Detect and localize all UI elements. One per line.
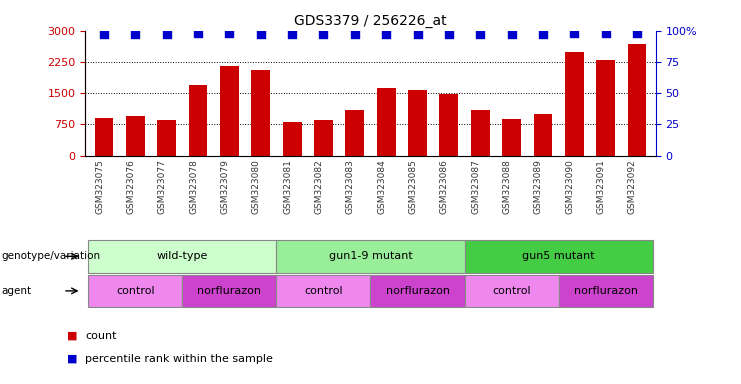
Bar bbox=[628, 44, 646, 156]
Point bbox=[568, 30, 580, 36]
Bar bbox=[251, 70, 270, 156]
Text: GSM323077: GSM323077 bbox=[158, 159, 167, 214]
Text: GSM323086: GSM323086 bbox=[440, 159, 449, 214]
Text: GSM323085: GSM323085 bbox=[408, 159, 417, 214]
Text: ■: ■ bbox=[67, 354, 77, 364]
Point bbox=[443, 31, 455, 38]
Text: GSM323089: GSM323089 bbox=[534, 159, 543, 214]
Text: count: count bbox=[85, 331, 117, 341]
Text: norflurazon: norflurazon bbox=[197, 286, 262, 296]
Bar bbox=[408, 90, 427, 156]
Text: gun1-9 mutant: gun1-9 mutant bbox=[328, 251, 413, 262]
Text: norflurazon: norflurazon bbox=[574, 286, 637, 296]
Text: percentile rank within the sample: percentile rank within the sample bbox=[85, 354, 273, 364]
Point bbox=[318, 31, 330, 38]
Text: control: control bbox=[492, 286, 531, 296]
Text: GSM323083: GSM323083 bbox=[346, 159, 355, 214]
Point bbox=[505, 31, 517, 38]
Point bbox=[349, 31, 361, 38]
Text: GSM323079: GSM323079 bbox=[220, 159, 230, 214]
Point bbox=[192, 30, 204, 36]
Bar bbox=[345, 110, 365, 156]
Bar bbox=[126, 116, 144, 156]
Text: genotype/variation: genotype/variation bbox=[1, 251, 101, 262]
Point bbox=[474, 31, 486, 38]
Bar bbox=[376, 88, 396, 156]
Text: GSM323084: GSM323084 bbox=[377, 159, 386, 214]
Point bbox=[130, 31, 142, 38]
Bar bbox=[439, 94, 458, 156]
Point bbox=[255, 31, 267, 38]
Point bbox=[411, 31, 423, 38]
Text: ■: ■ bbox=[67, 331, 77, 341]
Point bbox=[599, 30, 611, 36]
Text: GSM323091: GSM323091 bbox=[597, 159, 605, 214]
Text: GSM323087: GSM323087 bbox=[471, 159, 480, 214]
Text: GSM323081: GSM323081 bbox=[283, 159, 292, 214]
Bar bbox=[534, 114, 552, 156]
Text: GSM323092: GSM323092 bbox=[628, 159, 637, 214]
Text: GSM323080: GSM323080 bbox=[252, 159, 261, 214]
Text: wild-type: wild-type bbox=[156, 251, 208, 262]
Bar bbox=[95, 118, 113, 156]
Point bbox=[286, 31, 298, 38]
Bar bbox=[597, 60, 615, 156]
Point bbox=[224, 30, 236, 36]
Bar bbox=[565, 51, 584, 156]
Text: control: control bbox=[304, 286, 343, 296]
Text: GSM323090: GSM323090 bbox=[565, 159, 574, 214]
Text: GSM323075: GSM323075 bbox=[95, 159, 104, 214]
Title: GDS3379 / 256226_at: GDS3379 / 256226_at bbox=[294, 14, 447, 28]
Text: GSM323076: GSM323076 bbox=[127, 159, 136, 214]
Text: GSM323078: GSM323078 bbox=[189, 159, 198, 214]
Bar bbox=[471, 110, 490, 156]
Point bbox=[161, 31, 173, 38]
Text: agent: agent bbox=[1, 286, 32, 296]
Text: gun5 mutant: gun5 mutant bbox=[522, 251, 595, 262]
Bar bbox=[283, 122, 302, 156]
Point bbox=[380, 31, 392, 38]
Bar bbox=[189, 85, 207, 156]
Bar bbox=[502, 119, 521, 156]
Bar bbox=[157, 120, 176, 156]
Bar bbox=[314, 120, 333, 156]
Text: GSM323088: GSM323088 bbox=[502, 159, 511, 214]
Point bbox=[98, 31, 110, 38]
Text: GSM323082: GSM323082 bbox=[314, 159, 324, 214]
Point bbox=[631, 30, 643, 36]
Point bbox=[537, 31, 549, 38]
Text: control: control bbox=[116, 286, 155, 296]
Text: norflurazon: norflurazon bbox=[385, 286, 450, 296]
Bar bbox=[220, 66, 239, 156]
